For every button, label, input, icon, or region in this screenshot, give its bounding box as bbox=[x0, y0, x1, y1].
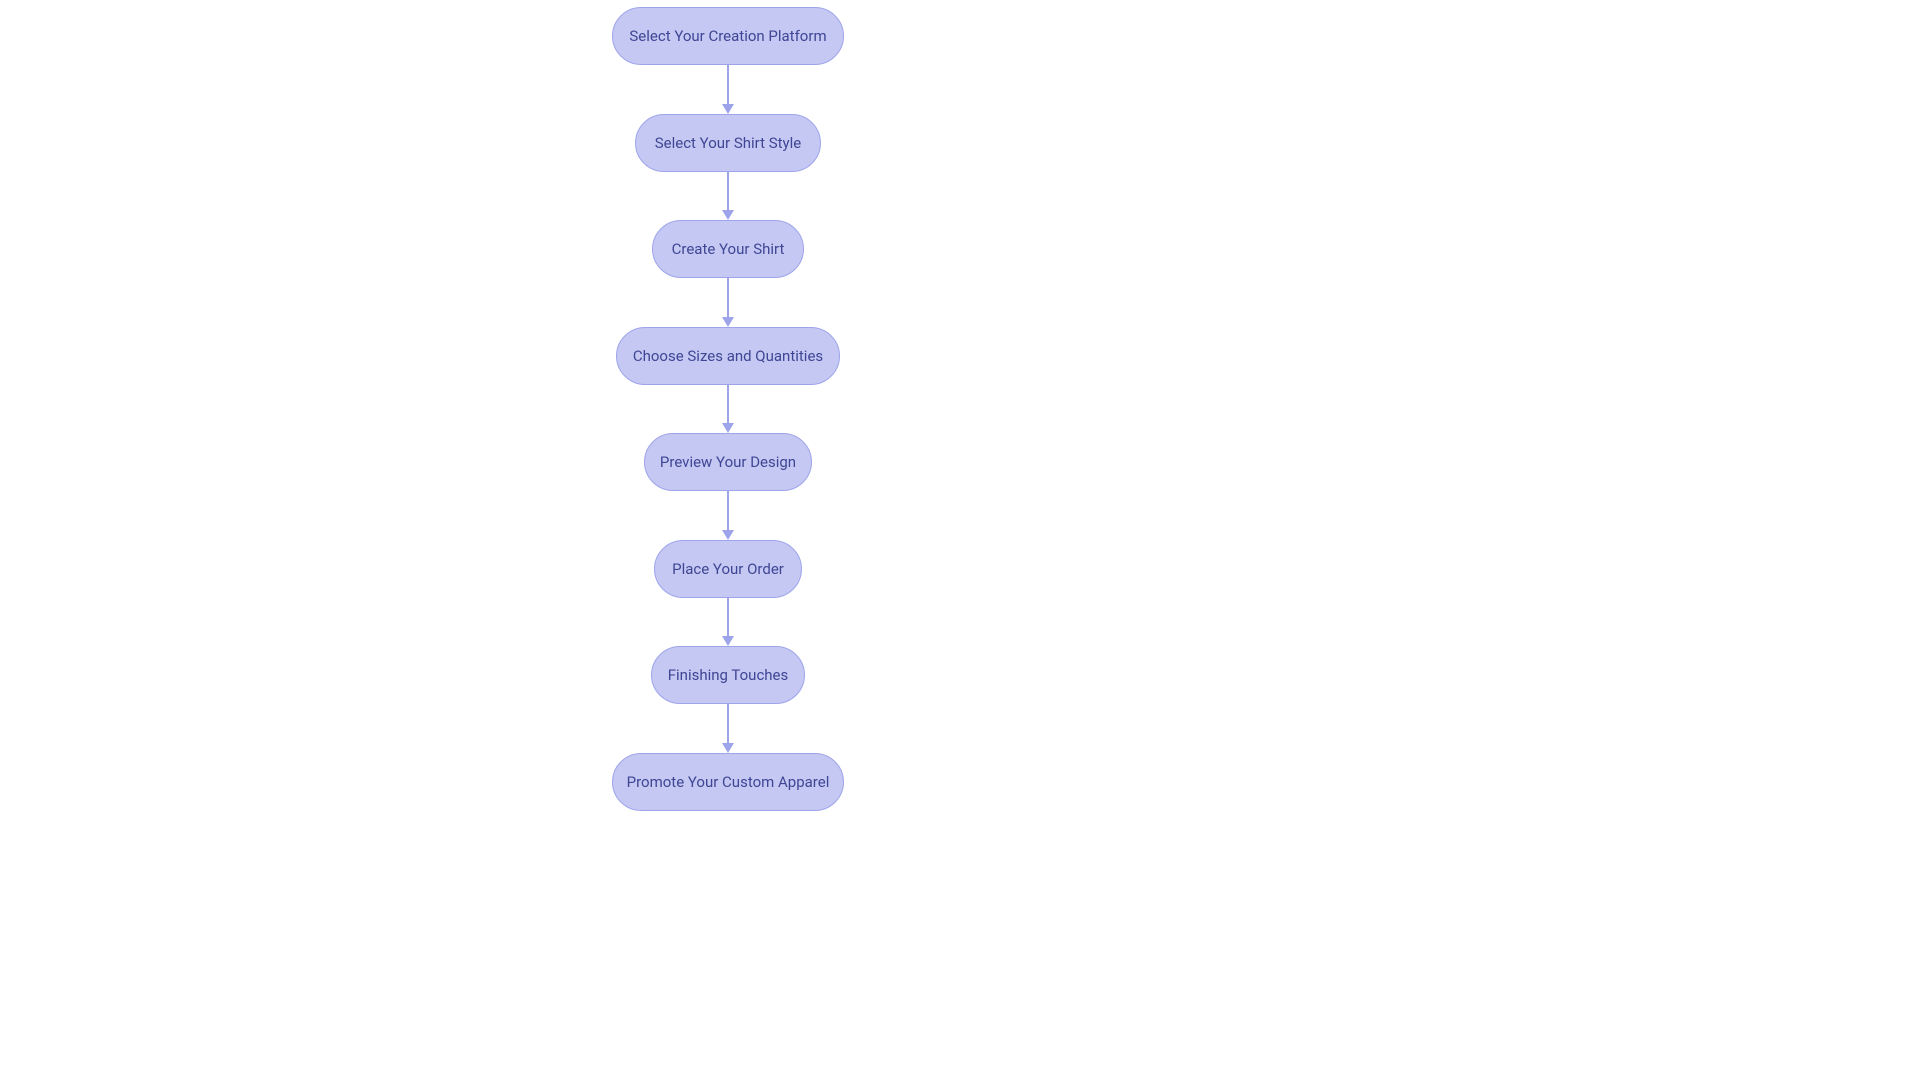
arrow-head-icon bbox=[722, 210, 734, 220]
flowchart-edge bbox=[727, 598, 729, 636]
arrow-head-icon bbox=[722, 423, 734, 433]
arrow-head-icon bbox=[722, 317, 734, 327]
arrow-head-icon bbox=[722, 636, 734, 646]
arrow-head-icon bbox=[722, 530, 734, 540]
flowchart-node: Select Your Shirt Style bbox=[635, 114, 821, 172]
flowchart-edge bbox=[727, 278, 729, 317]
flowchart-edge bbox=[727, 172, 729, 210]
flowchart-node: Choose Sizes and Quantities bbox=[616, 327, 840, 385]
arrow-head-icon bbox=[722, 743, 734, 753]
flowchart-node: Create Your Shirt bbox=[652, 220, 804, 278]
flowchart-node: Finishing Touches bbox=[651, 646, 805, 704]
flowchart-node: Preview Your Design bbox=[644, 433, 812, 491]
flowchart-edge bbox=[727, 65, 729, 104]
flowchart-node: Select Your Creation Platform bbox=[612, 7, 844, 65]
flowchart-container: Select Your Creation Platform Select Your… bbox=[0, 0, 1920, 1083]
flowchart-node: Promote Your Custom Apparel bbox=[612, 753, 844, 811]
flowchart-edge bbox=[727, 491, 729, 530]
flowchart-node: Place Your Order bbox=[654, 540, 802, 598]
flowchart-edge bbox=[727, 704, 729, 743]
arrow-head-icon bbox=[722, 104, 734, 114]
flowchart-edge bbox=[727, 385, 729, 423]
